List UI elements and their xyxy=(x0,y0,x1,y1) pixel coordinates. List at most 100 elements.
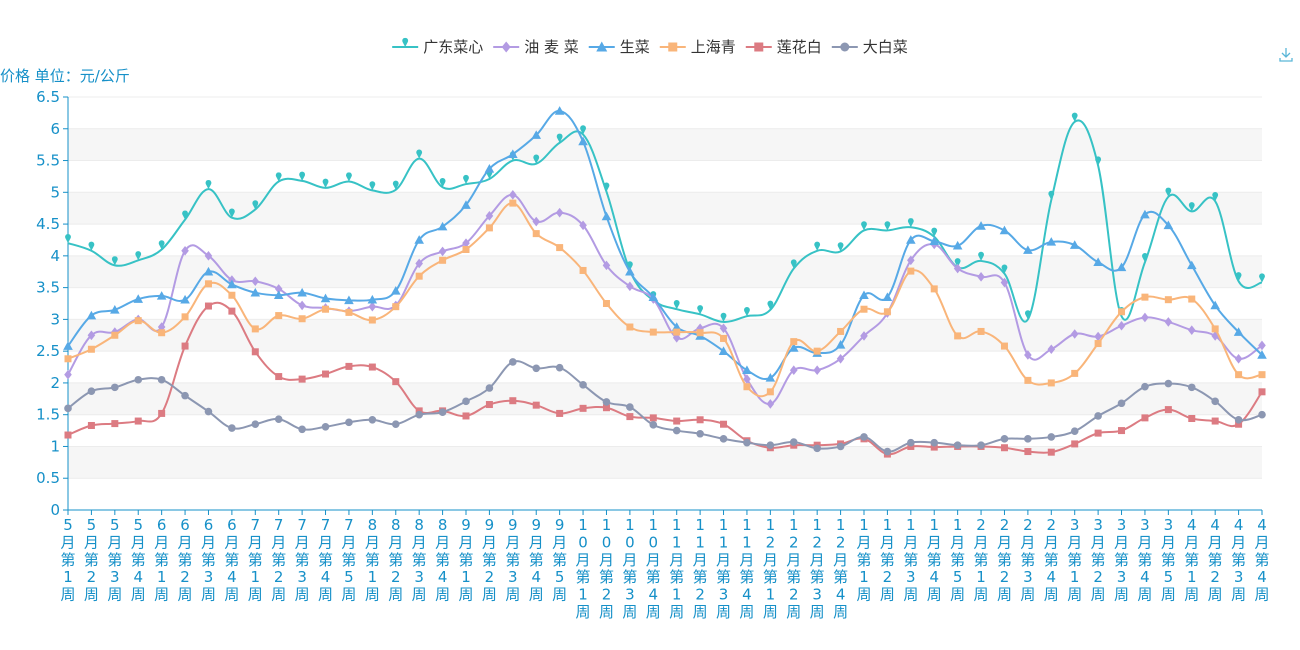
data-point[interactable] xyxy=(87,387,96,395)
data-point[interactable] xyxy=(837,327,845,335)
data-point[interactable] xyxy=(437,221,448,231)
data-point[interactable] xyxy=(274,415,283,423)
legend-symbol-icon[interactable] xyxy=(668,42,678,52)
data-point[interactable] xyxy=(883,447,892,456)
data-point[interactable] xyxy=(1141,293,1149,301)
data-point[interactable] xyxy=(298,300,306,311)
data-point[interactable] xyxy=(977,327,985,335)
data-point[interactable] xyxy=(978,251,984,261)
data-point[interactable] xyxy=(789,438,798,446)
data-point[interactable] xyxy=(906,235,916,244)
data-point[interactable] xyxy=(1047,448,1055,456)
data-point[interactable] xyxy=(1094,412,1102,420)
data-point[interactable] xyxy=(134,375,143,384)
data-point[interactable] xyxy=(158,240,165,250)
data-point[interactable] xyxy=(1235,272,1242,282)
data-point[interactable] xyxy=(977,441,985,449)
data-point[interactable] xyxy=(1187,383,1196,392)
data-point[interactable] xyxy=(1000,277,1009,288)
data-point[interactable] xyxy=(204,407,213,416)
data-point[interactable] xyxy=(672,426,681,435)
data-point[interactable] xyxy=(765,373,776,382)
data-point[interactable] xyxy=(1164,317,1173,327)
data-point[interactable] xyxy=(157,375,166,384)
download-icon[interactable] xyxy=(1279,48,1293,62)
data-point[interactable] xyxy=(509,397,517,405)
data-point[interactable] xyxy=(438,246,447,257)
data-point[interactable] xyxy=(532,401,540,409)
data-point[interactable] xyxy=(1163,220,1174,230)
data-point[interactable] xyxy=(1140,209,1150,219)
data-point[interactable] xyxy=(110,305,120,314)
data-point[interactable] xyxy=(63,341,73,350)
data-point[interactable] xyxy=(509,190,517,200)
data-point[interactable] xyxy=(65,233,71,244)
data-point[interactable] xyxy=(532,230,540,238)
data-point[interactable] xyxy=(602,398,611,406)
data-point[interactable] xyxy=(1164,296,1172,304)
data-point[interactable] xyxy=(251,276,260,287)
data-point[interactable] xyxy=(1000,444,1008,452)
data-point[interactable] xyxy=(930,443,938,451)
data-point[interactable] xyxy=(648,292,659,301)
data-point[interactable] xyxy=(322,178,329,188)
legend-item[interactable]: 生菜 xyxy=(588,38,650,56)
data-point[interactable] xyxy=(649,421,658,429)
data-point[interactable] xyxy=(744,307,750,317)
data-point[interactable] xyxy=(368,363,376,371)
data-point[interactable] xyxy=(1142,253,1148,263)
data-point[interactable] xyxy=(556,133,563,143)
data-point[interactable] xyxy=(626,323,634,331)
data-point[interactable] xyxy=(579,404,587,412)
data-point[interactable] xyxy=(790,259,797,269)
data-point[interactable] xyxy=(673,300,680,310)
data-point[interactable] xyxy=(1070,329,1079,339)
data-point[interactable] xyxy=(485,211,494,221)
data-point[interactable] xyxy=(860,331,868,341)
data-point[interactable] xyxy=(1211,397,1219,406)
data-point[interactable] xyxy=(392,378,400,386)
data-point[interactable] xyxy=(882,292,893,301)
data-point[interactable] xyxy=(579,220,587,231)
data-point[interactable] xyxy=(228,208,235,218)
data-point[interactable] xyxy=(580,125,586,135)
data-point[interactable] xyxy=(1024,448,1032,456)
data-point[interactable] xyxy=(907,255,915,266)
data-point[interactable] xyxy=(64,369,72,380)
data-point[interactable] xyxy=(1117,399,1126,408)
data-point[interactable] xyxy=(1188,415,1196,423)
data-point[interactable] xyxy=(1210,300,1220,310)
data-point[interactable] xyxy=(367,294,378,304)
data-point[interactable] xyxy=(1234,353,1243,364)
data-point[interactable] xyxy=(766,399,775,409)
data-point[interactable] xyxy=(954,332,962,340)
data-point[interactable] xyxy=(273,290,284,300)
data-point[interactable] xyxy=(1235,420,1243,428)
data-point[interactable] xyxy=(649,328,657,336)
data-point[interactable] xyxy=(579,381,587,389)
data-point[interactable] xyxy=(204,302,212,310)
data-point[interactable] xyxy=(788,343,799,352)
data-point[interactable] xyxy=(603,182,610,192)
data-point[interactable] xyxy=(884,221,891,231)
legend-item[interactable]: 上海青 xyxy=(659,38,736,56)
data-point[interactable] xyxy=(344,295,354,305)
data-point[interactable] xyxy=(87,345,95,353)
data-point[interactable] xyxy=(86,310,97,320)
data-point[interactable] xyxy=(533,154,540,164)
legend[interactable]: 广东菜心 油 麦 菜 生菜 上海青 莲花白 大白菜 xyxy=(392,37,908,56)
data-point[interactable] xyxy=(415,258,423,269)
data-point[interactable] xyxy=(836,353,845,364)
data-point[interactable] xyxy=(673,328,681,336)
data-point[interactable] xyxy=(345,362,353,370)
data-point[interactable] xyxy=(1095,156,1102,166)
data-point[interactable] xyxy=(1024,435,1032,443)
data-point[interactable] xyxy=(1258,388,1266,396)
data-point[interactable] xyxy=(719,435,728,443)
data-point[interactable] xyxy=(297,287,307,297)
data-point[interactable] xyxy=(1233,327,1244,336)
data-point[interactable] xyxy=(673,417,681,425)
data-point[interactable] xyxy=(1118,308,1126,316)
data-point[interactable] xyxy=(626,261,633,271)
data-point[interactable] xyxy=(554,106,565,115)
